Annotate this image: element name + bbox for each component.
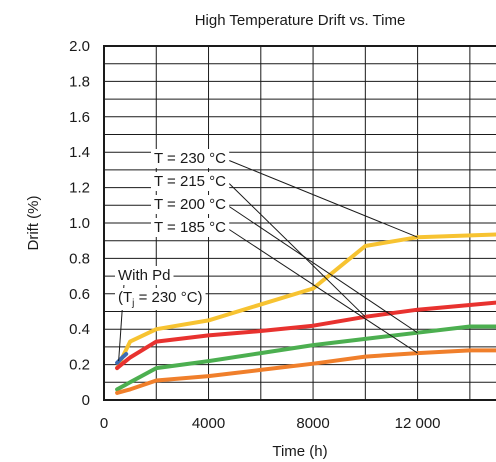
annotation-with-pd: With Pd <box>118 267 171 284</box>
annotation-tj-prefix: (T <box>118 289 132 306</box>
tick-labels: 0 0.2 0.4 0.6 0.8 1.0 1.2 1.4 1.6 1.8 2.0 0 4000 8000… <box>69 38 440 432</box>
y-tick-label: 0.8 <box>69 250 90 267</box>
legend-label-200c: T = 200 °C <box>154 196 226 213</box>
series-line-t-200-c <box>115 324 496 392</box>
annotation-leader-line <box>228 229 418 354</box>
x-tick-label: 0 <box>100 415 108 432</box>
series-lines <box>115 232 496 395</box>
annotation-bg-pd <box>115 266 174 285</box>
annotations: T = 230 °C T = 215 °C T = 200 °C T = 185… <box>115 149 230 310</box>
y-axis-label: Drift (%) <box>25 196 42 251</box>
annotation-tj-suffix: = 230 °C) <box>134 289 202 306</box>
series-line-t-230-c <box>115 232 496 371</box>
y-tick-label: 2.0 <box>69 38 90 55</box>
annotation-leader-line <box>228 206 418 334</box>
legend-label-215c: T = 215 °C <box>154 173 226 190</box>
x-tick-label: 4000 <box>192 415 225 432</box>
chart-title: High Temperature Drift vs. Time <box>195 12 406 29</box>
x-axis-label: Time (h) <box>272 443 327 460</box>
x-tick-label: 12 000 <box>395 415 441 432</box>
annotation-tj: (Tj = 230 °C) <box>118 289 203 309</box>
legend-label-185c: T = 185 °C <box>154 219 226 236</box>
series-line-t-215-c <box>115 300 496 371</box>
annotation-leader-line <box>228 160 418 238</box>
plot-frame <box>103 45 496 401</box>
annotation-bg-185 <box>151 218 230 237</box>
y-tick-label: 1.8 <box>69 73 90 90</box>
legend-label-230c: T = 230 °C <box>154 150 226 167</box>
annotation-bg-230 <box>151 149 230 168</box>
series-line-t-185-c <box>115 348 496 395</box>
annotation-tj-sub: j <box>131 298 134 309</box>
y-tick-label: 1.6 <box>69 109 90 126</box>
y-tick-label: 0.4 <box>69 321 90 338</box>
annotation-bg-215 <box>151 172 230 191</box>
y-tick-label: 1.4 <box>69 144 90 161</box>
annotation-leaders <box>118 160 418 362</box>
annotation-leader-line <box>228 183 366 318</box>
y-tick-label: 0 <box>82 392 90 409</box>
x-tick-label: 8000 <box>296 415 329 432</box>
annotation-bg-200 <box>151 195 230 214</box>
y-tick-label: 0.6 <box>69 286 90 303</box>
y-tick-label: 0.2 <box>69 357 90 374</box>
y-tick-label: 1.0 <box>69 215 90 232</box>
y-tick-label: 1.2 <box>69 180 90 197</box>
annotation-bg-tj <box>115 288 206 310</box>
